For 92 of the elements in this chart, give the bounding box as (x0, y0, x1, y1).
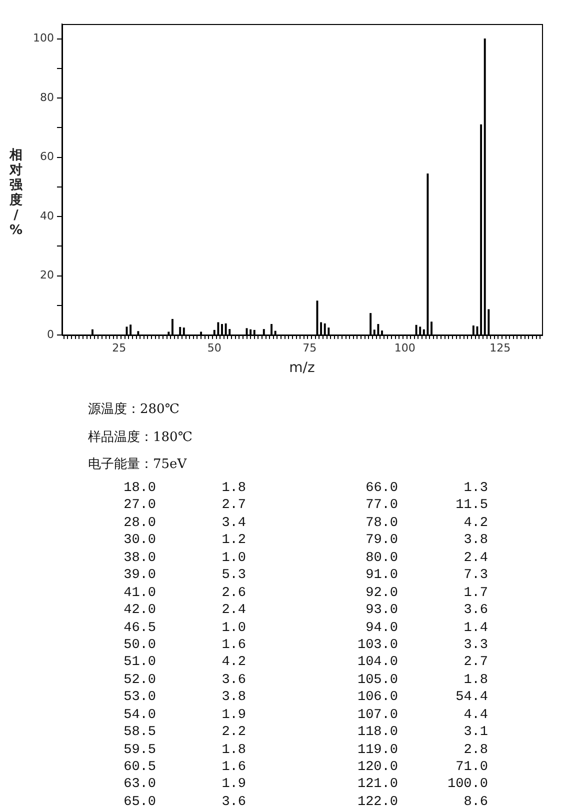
text: 4.4 (464, 706, 488, 724)
text: 106.0 (357, 689, 398, 707)
text: 52.0 (124, 672, 156, 690)
x-tick-label: 100 (394, 341, 416, 354)
text: 3.1 (464, 724, 488, 742)
text: 2.6 (222, 584, 246, 602)
text: 电子能量：75eV (88, 456, 188, 474)
text: 91.0 (366, 567, 398, 585)
y-tick-label: 80 (40, 90, 54, 104)
text: 120.0 (357, 759, 398, 776)
text: 3.3 (464, 636, 488, 654)
text: 3.4 (222, 514, 246, 532)
text: 77.0 (366, 497, 398, 515)
text: 54.4 (456, 689, 488, 707)
text: 1.0 (222, 620, 246, 637)
text: 50.0 (124, 636, 156, 654)
text: 92.0 (366, 584, 398, 602)
text: 121.0 (357, 776, 398, 794)
text: 104.0 (357, 654, 398, 672)
text: 3.6 (464, 602, 488, 620)
text: 30.0 (124, 532, 156, 550)
text: 1.8 (464, 672, 488, 690)
text: 53.0 (124, 689, 156, 707)
text: 3.6 (222, 672, 246, 690)
y-tick-label: 20 (40, 268, 54, 282)
text: 103.0 (357, 636, 398, 654)
text: 51.0 (124, 654, 156, 672)
text: 2.8 (464, 742, 488, 760)
text: 54.0 (124, 706, 156, 724)
text: 78.0 (366, 514, 398, 532)
text: 66.0 (366, 480, 398, 498)
y-tick-label: 100 (32, 32, 54, 45)
text: 38.0 (124, 550, 156, 568)
text: 60.5 (124, 759, 156, 776)
text: 94.0 (366, 620, 398, 637)
text: 8.6 (464, 794, 488, 812)
text: 93.0 (366, 602, 398, 620)
x-axis-title: m/z (289, 360, 315, 376)
text: 105.0 (357, 672, 398, 690)
text: 1.8 (222, 480, 246, 498)
text: 79.0 (366, 532, 398, 550)
text: 100.0 (447, 776, 488, 794)
text: 3.8 (222, 689, 246, 707)
x-tick-label: 50 (207, 341, 222, 354)
text: 1.9 (222, 706, 246, 724)
text: 样品温度：180℃ (88, 428, 192, 446)
text: 1.9 (222, 776, 246, 794)
text: 58.5 (124, 724, 156, 742)
text: 107.0 (357, 706, 398, 724)
text: 42.0 (124, 602, 156, 620)
text: 39.0 (124, 567, 156, 585)
text: 1.0 (222, 550, 246, 568)
text: 11.5 (456, 497, 488, 515)
x-tick-label: 25 (112, 341, 126, 354)
text: 18.0 (124, 480, 156, 498)
text: 1.7 (464, 584, 488, 602)
text: 71.0 (456, 759, 488, 776)
text: 7.3 (464, 567, 488, 585)
text: 59.5 (124, 742, 156, 760)
text: 1.3 (464, 480, 488, 498)
text: 1.4 (464, 620, 488, 637)
text: 源温度：280℃ (88, 401, 180, 419)
x-tick-label: 75 (302, 341, 317, 354)
text: 28.0 (124, 514, 156, 532)
text: 2.2 (222, 724, 246, 742)
text: 1.6 (222, 759, 246, 776)
text: 3.8 (464, 532, 488, 550)
text: 1.8 (222, 742, 246, 760)
y-tick-label: 40 (40, 209, 54, 222)
y-tick-label: 60 (40, 150, 54, 164)
text: 41.0 (124, 584, 156, 602)
y-axis-title: 相对强度/% (8, 148, 24, 238)
text: 2.4 (464, 550, 488, 568)
text: 1.6 (222, 636, 246, 654)
text: 2.4 (222, 602, 246, 620)
text: 118.0 (357, 724, 398, 742)
text: 5.3 (222, 567, 246, 585)
y-tick-label: 0 (46, 328, 54, 341)
text: 63.0 (124, 776, 156, 794)
text: 1.2 (222, 532, 246, 550)
text: 80.0 (366, 550, 398, 568)
text: 27.0 (124, 497, 156, 515)
text: 2.7 (222, 497, 246, 515)
x-tick-label: 125 (490, 341, 511, 354)
text: 4.2 (222, 654, 246, 672)
text: 2.7 (464, 654, 488, 672)
text: 65.0 (124, 794, 156, 812)
text: 122.0 (357, 794, 398, 812)
text: 119.0 (357, 742, 398, 760)
text: 46.5 (124, 620, 156, 637)
text: 3.6 (222, 794, 246, 812)
text: 4.2 (464, 514, 488, 532)
